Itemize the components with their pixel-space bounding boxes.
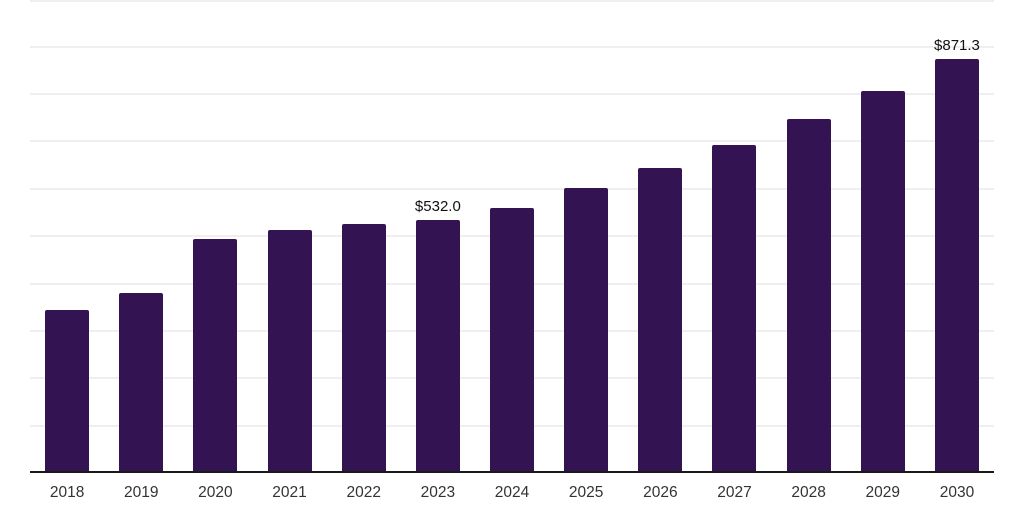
x-tick-2026: 2026 (643, 484, 678, 501)
data-label-2023: $532.0 (414, 198, 461, 215)
bar-slot (697, 0, 771, 472)
bar-slot (104, 0, 178, 472)
bar-2030: $871.3 (934, 37, 980, 472)
x-tick-2025: 2025 (568, 484, 604, 501)
bar-slot (178, 0, 252, 472)
bar-slot (252, 0, 326, 472)
bar-slot (846, 0, 920, 472)
bars-container: $532.0 $871.3 (30, 0, 994, 472)
bar-2024 (490, 208, 535, 472)
x-tick-2020: 2020 (198, 484, 233, 501)
bar-slot (623, 0, 697, 472)
bar-slot (30, 0, 104, 472)
bar-2023: $532.0 (415, 198, 461, 472)
bar-slot (549, 0, 623, 472)
bar-2027 (712, 144, 757, 472)
gridline (30, 0, 994, 2)
x-tick-2030: 2030 (939, 484, 975, 501)
bar-slot (475, 0, 549, 472)
gridline (30, 45, 994, 48)
x-tick-2021: 2021 (272, 484, 307, 501)
x-axis-labels: 2018 2019 2020 2021 2022 2023 2024 2025 2026 2027… (30, 484, 994, 502)
bar-2021 (267, 229, 312, 472)
x-tick-2023: 2023 (420, 484, 456, 501)
bar-2019 (119, 293, 164, 472)
bar-2028 (786, 119, 831, 472)
bar-2020 (193, 238, 238, 472)
bar-slot: $532.0 (401, 0, 475, 472)
bar-2026 (638, 167, 683, 472)
gridline (30, 140, 994, 143)
x-tick-2028: 2028 (791, 484, 826, 501)
x-tick-2024: 2024 (494, 484, 530, 501)
bar-slot (772, 0, 846, 472)
bar-2022 (341, 223, 386, 472)
gridline (30, 93, 994, 96)
bar-2025 (564, 187, 609, 472)
x-tick-2019: 2019 (123, 484, 159, 501)
bar-2018 (45, 309, 90, 472)
x-axis-line (30, 471, 994, 473)
bar-slot (327, 0, 401, 472)
x-tick-2029: 2029 (865, 484, 901, 501)
plot-area: $532.0 $871.3 (30, 0, 994, 472)
x-tick-2022: 2022 (346, 484, 381, 501)
bar-slot: $871.3 (920, 0, 994, 472)
data-label-2030: $871.3 (934, 37, 980, 55)
x-tick-2027: 2027 (717, 484, 752, 501)
gridline (30, 187, 994, 190)
bar-2029 (860, 91, 905, 472)
x-tick-2018: 2018 (49, 484, 85, 501)
